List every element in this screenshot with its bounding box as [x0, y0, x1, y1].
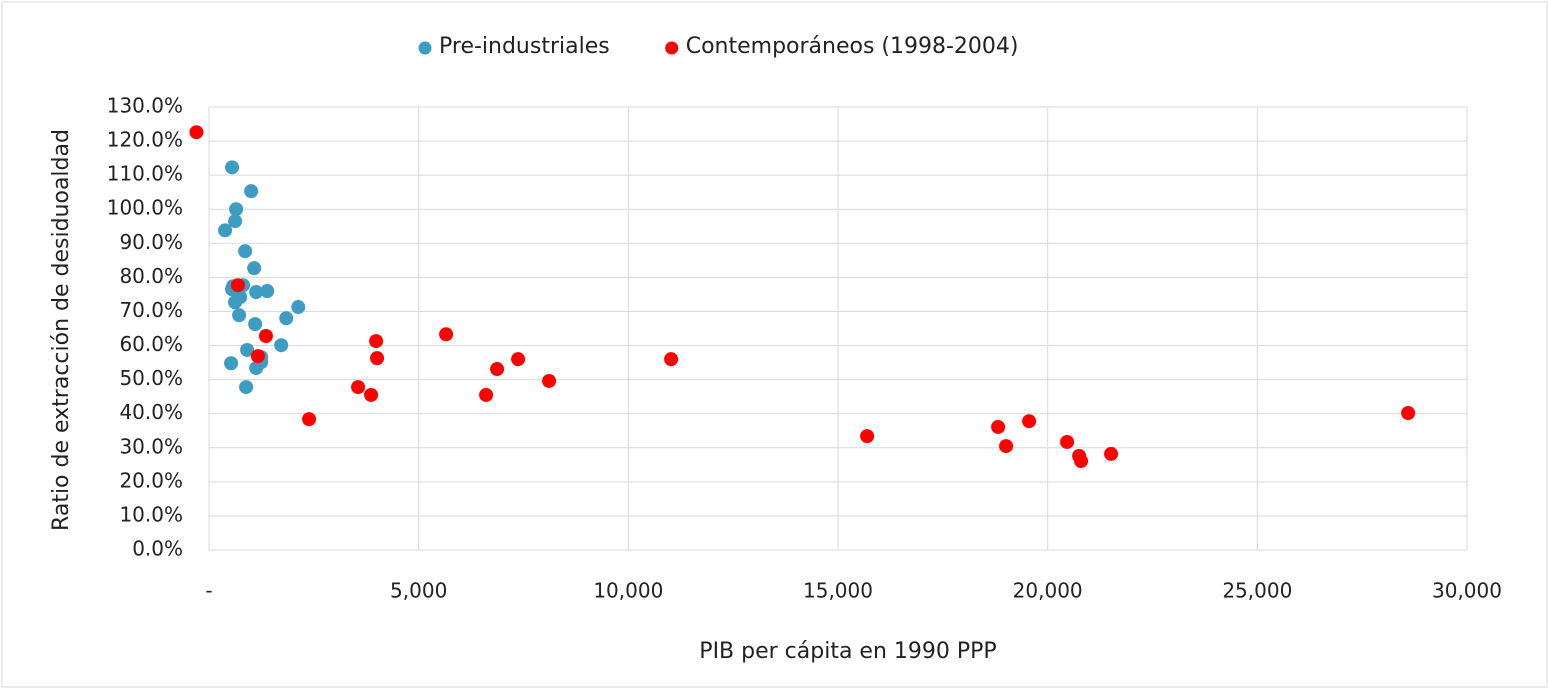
y-tick-label: 100.0%	[107, 196, 183, 220]
point	[369, 334, 384, 349]
x-tick-label: 5,000	[390, 579, 447, 603]
legend-marker	[665, 41, 679, 55]
y-tick-label: 0.0%	[132, 537, 183, 561]
x-tick-label: 30,000	[1432, 579, 1502, 603]
point	[291, 300, 306, 315]
point	[370, 351, 385, 366]
point	[1060, 434, 1075, 449]
point	[260, 284, 275, 299]
x-axis-title: PIB per cápita en 1990 PPP	[699, 639, 996, 664]
point	[229, 202, 244, 217]
point	[279, 311, 294, 326]
point	[999, 439, 1014, 454]
x-tick-label: 25,000	[1222, 579, 1292, 603]
point	[250, 349, 265, 364]
point	[1022, 414, 1037, 429]
x-tick-label: 15,000	[803, 579, 873, 603]
point	[351, 380, 366, 395]
x-tick-label: 20,000	[1013, 579, 1083, 603]
point	[439, 327, 454, 342]
y-tick-label: 120.0%	[107, 128, 183, 152]
y-tick-label: 40.0%	[119, 400, 183, 424]
y-tick-label: 80.0%	[119, 264, 183, 288]
point	[258, 328, 273, 343]
point	[189, 125, 204, 140]
point	[239, 380, 254, 395]
y-tick-label: 70.0%	[119, 298, 183, 322]
point	[542, 373, 557, 388]
point	[490, 362, 505, 377]
y-tick-label: 110.0%	[107, 162, 183, 186]
point	[224, 356, 239, 371]
y-tick-label: 90.0%	[119, 230, 183, 254]
point	[230, 278, 245, 293]
point	[244, 184, 259, 199]
y-tick-label: 10.0%	[119, 502, 183, 526]
point	[1104, 446, 1119, 461]
point	[479, 387, 494, 402]
y-tick-label: 20.0%	[119, 468, 183, 492]
point	[240, 342, 255, 357]
point	[364, 387, 379, 402]
point	[249, 361, 264, 376]
legend-label: Contemporáneos (1998-2004)	[686, 34, 1019, 59]
y-tick-label: 50.0%	[119, 366, 183, 390]
point	[228, 295, 243, 310]
point	[249, 285, 264, 300]
point	[664, 352, 679, 367]
point	[218, 223, 233, 238]
point	[860, 429, 875, 444]
point	[511, 352, 526, 367]
point	[1074, 454, 1089, 469]
point	[274, 338, 289, 353]
point	[238, 244, 253, 259]
y-axis-title: Ratio de extracción de desiduoaldad	[49, 129, 74, 531]
point	[247, 261, 262, 276]
x-tick-label: 10,000	[593, 579, 663, 603]
y-tick-label: 60.0%	[119, 332, 183, 356]
legend-marker	[418, 41, 432, 55]
point	[248, 317, 263, 332]
point	[1401, 406, 1416, 421]
point	[228, 214, 243, 229]
point	[302, 412, 317, 427]
point	[225, 160, 240, 175]
y-tick-label: 30.0%	[119, 434, 183, 458]
legend-label: Pre-industriales	[439, 34, 610, 59]
point	[991, 419, 1006, 434]
x-tick-label: -	[205, 579, 212, 603]
point	[232, 308, 247, 323]
y-tick-label: 130.0%	[107, 94, 183, 118]
